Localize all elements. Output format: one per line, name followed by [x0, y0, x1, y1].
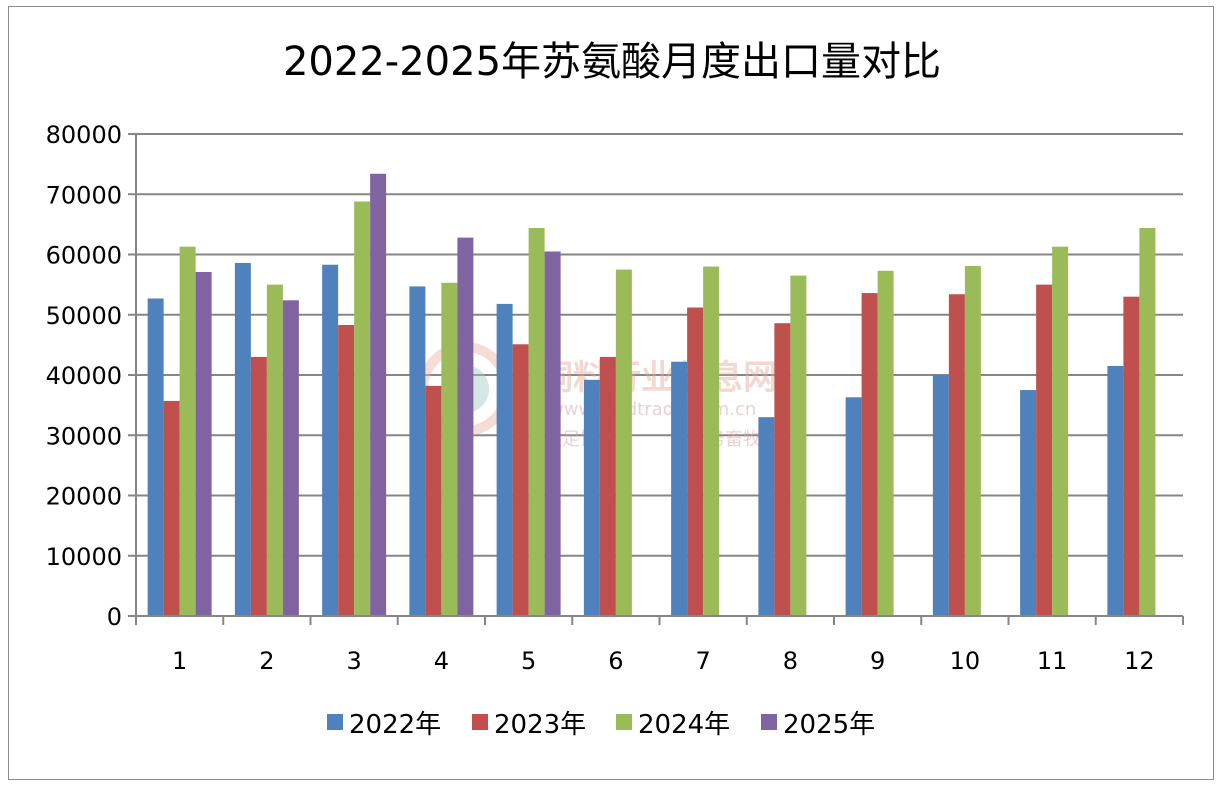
legend-label: 2022年: [349, 710, 441, 740]
bars: [147, 173, 1156, 617]
y-tick-label: 70000: [46, 181, 122, 209]
y-tick-label: 60000: [46, 242, 122, 270]
bar-2025年-5: [544, 251, 561, 617]
bar-2022年-2: [234, 262, 251, 616]
bar-2023年-7: [687, 307, 704, 616]
x-tick-label: 9: [870, 647, 885, 675]
bar-2024年-6: [615, 269, 632, 616]
watermark-url: www.feedtrade.com.cn: [549, 399, 756, 420]
bar-2024年-12: [1139, 227, 1156, 617]
bar-2023年-10: [948, 294, 965, 616]
x-tick-label: 12: [1124, 647, 1155, 675]
chart-title: 2022-2025年苏氨酸月度出口量对比: [283, 39, 941, 85]
bar-2025年-4: [457, 237, 474, 616]
x-tick-label: 4: [434, 647, 449, 675]
legend-swatch-2025年: [761, 714, 777, 730]
bar-2023年-3: [338, 324, 355, 616]
y-tick-label: 50000: [46, 302, 122, 330]
chart-frame: 2022-2025年苏氨酸月度出口量对比 饲料行业信息网 www.feedtra…: [8, 6, 1214, 780]
bar-2024年-7: [703, 266, 720, 616]
bar-2023年-9: [861, 293, 878, 616]
axes: 0 10000 20000 30000 40000 50000 60000 70000 8000…: [46, 121, 1184, 675]
bar-2024年-9: [877, 270, 894, 616]
x-tick-label: 6: [608, 647, 623, 675]
legend-swatch-2022年: [327, 714, 343, 730]
bar-2024年-10: [964, 265, 981, 616]
bar-2022年-12: [1107, 365, 1124, 616]
legend-swatch-2023年: [472, 714, 488, 730]
x-tick-label: 3: [346, 647, 361, 675]
x-tick-label: 10: [950, 647, 981, 675]
bar-2023年-12: [1123, 296, 1140, 616]
bar-2022年-10: [932, 375, 949, 616]
legend-label: 2023年: [494, 710, 586, 740]
bar-2023年-4: [425, 385, 442, 616]
bar-2022年-4: [409, 286, 426, 616]
bar-2022年-1: [147, 298, 164, 616]
legend-swatch-2024年: [616, 714, 632, 730]
legend-label: 2025年: [783, 710, 875, 740]
y-tick-label: 30000: [46, 422, 122, 450]
bar-2022年-9: [845, 397, 862, 616]
bar-2023年-5: [512, 344, 529, 616]
bar-2024年-4: [441, 282, 458, 616]
x-tick-label: 2: [259, 647, 274, 675]
x-tick-label: 5: [521, 647, 536, 675]
bar-2025年-1: [195, 271, 212, 616]
x-tick-label: 8: [783, 647, 798, 675]
bar-2022年-8: [758, 417, 775, 616]
legend: 2022年 2023年 2024年 2025年: [327, 710, 875, 740]
y-tick-label: 20000: [46, 483, 122, 511]
bar-2022年-11: [1020, 390, 1037, 616]
bar-2024年-11: [1052, 246, 1069, 617]
y-tick-label: 10000: [46, 543, 122, 571]
bar-2022年-3: [322, 264, 339, 616]
bar-2024年-2: [266, 284, 283, 616]
y-tick-label: 80000: [46, 121, 122, 149]
bar-2022年-6: [583, 379, 600, 616]
bar-2024年-3: [354, 201, 371, 617]
x-tick-label: 11: [1037, 647, 1068, 675]
y-tick-label: 40000: [46, 362, 122, 390]
bar-2024年-8: [790, 275, 807, 616]
bar-2023年-8: [774, 323, 791, 616]
grid-lines: [136, 133, 1183, 557]
x-tick-label: 1: [172, 647, 187, 675]
x-tick-label: 7: [695, 647, 710, 675]
watermark-name: 饲料行业信息网: [539, 358, 777, 398]
bar-2024年-5: [528, 227, 545, 617]
y-tick-label: 0: [107, 603, 122, 631]
bar-2022年-7: [671, 361, 688, 616]
chart-svg: 2022-2025年苏氨酸月度出口量对比 饲料行业信息网 www.feedtra…: [46, 39, 1184, 740]
bar-2022年-5: [496, 303, 513, 616]
bar-2023年-2: [250, 356, 267, 616]
bar-2023年-6: [599, 356, 616, 616]
bar-2024年-1: [179, 246, 196, 617]
legend-label: 2024年: [638, 710, 730, 740]
bar-2025年-2: [282, 300, 299, 616]
bar-2025年-3: [370, 173, 387, 616]
bar-2023年-1: [163, 400, 180, 616]
bar-2023年-11: [1036, 284, 1053, 616]
